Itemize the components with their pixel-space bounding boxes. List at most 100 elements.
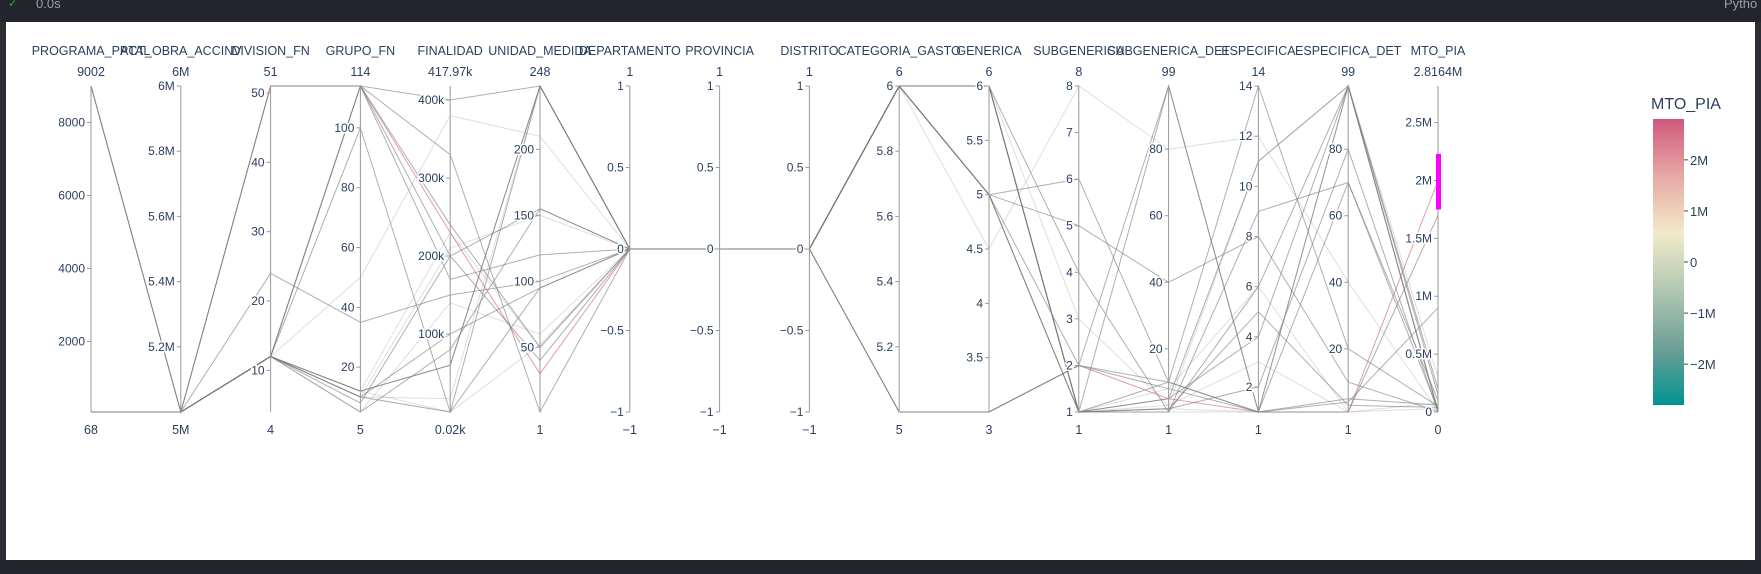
axis-tick-label: 2000 — [58, 335, 85, 349]
axis-tick-label: 5.8M — [148, 144, 175, 158]
axis-division-fn[interactable]: DIVISION_FN 51 4 10 20 30 40 50 — [231, 44, 310, 437]
colorbar-tick-label: 2M — [1690, 153, 1708, 168]
axis-finalidad[interactable]: FINALIDAD 417.97k 0.02k 100k 200k 300k 400k — [418, 44, 483, 437]
axis-tick-label: 1 — [707, 79, 714, 93]
axis-departamento[interactable]: DEPARTAMENTO 1 −1 −1 −0.5 0 0.5 1 — [579, 44, 681, 437]
axis-tick-label: 20 — [341, 360, 355, 374]
axis-min-label: 5 — [896, 423, 903, 437]
axis-tick-label: 50 — [521, 340, 535, 354]
check-icon: ✓ — [8, 0, 17, 10]
axis-min-label: 0 — [1435, 423, 1442, 437]
axis-tick-label: 1.5M — [1405, 231, 1432, 245]
colorbar-gradient — [1653, 119, 1684, 405]
constraint-range-bar[interactable] — [1436, 154, 1441, 210]
axis-title: CATEGORIA_GASTO — [838, 44, 961, 58]
axis-tick-label: 8000 — [58, 116, 85, 130]
axis-max-label: 8 — [1075, 65, 1082, 79]
top-bar: ✓ 0.0s Pytho — [0, 0, 1761, 22]
axis-tick-label: 2 — [1066, 358, 1073, 372]
axis-tick-label: 150 — [514, 208, 534, 222]
axis-tick-label: 50 — [251, 86, 265, 100]
axis-title: ACT_OBRA_ACCINV — [120, 44, 242, 58]
axis-tick-label: 100 — [334, 121, 354, 135]
axis-tick-label: 20 — [251, 294, 265, 308]
axis-tick-label: 14 — [1239, 79, 1253, 93]
axis-min-label: −1 — [712, 423, 726, 437]
axis-tick-label: 10 — [251, 363, 265, 377]
axis-tick-label: 6M — [158, 79, 175, 93]
axis-categoria-gasto[interactable]: CATEGORIA_GASTO 6 5 5.2 5.4 5.6 5.8 6 — [838, 44, 961, 437]
axis-tick-label: 8 — [1066, 79, 1073, 93]
axis-max-label: 51 — [264, 65, 278, 79]
axis-title: DIVISION_FN — [231, 44, 310, 58]
axis-min-label: −1 — [802, 423, 816, 437]
axis-tick-label: 0.5 — [607, 161, 624, 175]
axis-title: GRUPO_FN — [326, 44, 395, 58]
axis-tick-label: 60 — [1329, 209, 1343, 223]
axis-tick-label: 6 — [1066, 172, 1073, 186]
axis-tick-label: 0.5M — [1405, 347, 1432, 361]
axis-act-obra-accinv[interactable]: ACT_OBRA_ACCINV 6M 5M 5.2M 5.4M 5.6M 5.8M 6M — [120, 44, 242, 437]
axis-tick-label: −1 — [790, 405, 804, 419]
axis-tick-label: 5.8 — [877, 144, 894, 158]
colorbar-tick-label: 0 — [1690, 255, 1697, 270]
axis-tick-label: 6 — [976, 79, 983, 93]
axis-max-label: 1 — [626, 65, 633, 79]
axis-tick-label: 0 — [617, 242, 624, 256]
axis-provincia[interactable]: PROVINCIA 1 −1 −1 −0.5 0 0.5 1 — [685, 44, 754, 437]
axis-title: DEPARTAMENTO — [579, 44, 681, 58]
axis-tick-label: 60 — [341, 241, 355, 255]
axis-min-label: 3 — [986, 423, 993, 437]
axis-tick-label: 40 — [1149, 275, 1163, 289]
axis-title: FINALIDAD — [418, 44, 483, 58]
axis-mto-pia[interactable]: MTO_PIA 2.8164M 00 0.5M 1M 1.5M 2M 2.5M — [1405, 44, 1466, 437]
axis-tick-label: 1 — [797, 79, 804, 93]
axis-tick-label: 40 — [1329, 275, 1343, 289]
axis-subgenerica[interactable]: SUBGENERICA 8 11 2 3 4 5 6 7 8 — [1033, 44, 1125, 437]
axis-max-label: 6 — [986, 65, 993, 79]
axis-title: MTO_PIA — [1411, 44, 1466, 58]
axis-tick-label: 5.4 — [877, 275, 894, 289]
axis-tick-label: 4 — [976, 296, 983, 310]
axis-tick-label: 200 — [514, 142, 534, 156]
axis-tick-label: 80 — [1329, 142, 1343, 156]
axis-distrito[interactable]: DISTRITO 1 −1 −1 −0.5 0 0.5 1 — [780, 44, 839, 437]
axis-programa-pptal[interactable]: PROGRAMA_PPTAL 9002 68 2000 4000 6000 8000 — [32, 44, 151, 437]
axis-tick-label: 1 — [617, 79, 624, 93]
cell-status-text: 0.0s — [36, 0, 61, 11]
axis-tick-label: 40 — [341, 300, 355, 314]
axis-max-label: 248 — [530, 65, 551, 79]
axis-min-label: 4 — [267, 423, 274, 437]
axis-min-label: 0.02k — [435, 423, 466, 437]
axis-tick-label: 5.2 — [877, 340, 894, 354]
axis-generica[interactable]: GENERICA 6 3 3.5 4 4.5 5 5.5 6 — [956, 44, 1022, 437]
axis-tick-label: 1 — [1066, 405, 1073, 419]
axis-title: ESPECIFICA — [1221, 44, 1296, 58]
axis-title: PROVINCIA — [685, 44, 754, 58]
axis-tick-label: 5 — [1066, 219, 1073, 233]
chart-panel: PROGRAMA_PPTAL 9002 68 2000 4000 6000 8000 ACT_… — [6, 22, 1755, 560]
axis-tick-label: 80 — [341, 181, 355, 195]
axis-tick-label: 5.4M — [148, 275, 175, 289]
axis-min-label: −1 — [623, 423, 637, 437]
axis-grupo-fn[interactable]: GRUPO_FN 114 5 20 40 60 80 100 — [326, 44, 395, 437]
parallel-coordinates-chart[interactable]: PROGRAMA_PPTAL9002682000400060008000ACT_… — [6, 22, 1755, 560]
axis-tick-label: 0 — [797, 242, 804, 256]
axis-max-label: 1 — [716, 65, 723, 79]
axis-max-label: 14 — [1251, 65, 1265, 79]
axis-title: ESPECIFICA_DET — [1295, 44, 1402, 58]
axis-max-label: 1 — [806, 65, 813, 79]
axis-tick-label: 0.5 — [697, 161, 714, 175]
axis-tick-label: 10 — [1239, 179, 1253, 193]
axis-tick-label: 100 — [514, 274, 534, 288]
axis-max-label: 9002 — [77, 65, 105, 79]
axis-tick-label: 0 — [1425, 405, 1432, 419]
axis-tick-label: 7 — [1066, 126, 1073, 140]
axis-tick-label: 6000 — [58, 189, 85, 203]
axis-min-label: 1 — [1345, 423, 1352, 437]
axis-max-label: 417.97k — [428, 65, 473, 79]
axis-min-label: 1 — [1075, 423, 1082, 437]
axis-min-label: 68 — [84, 423, 98, 437]
